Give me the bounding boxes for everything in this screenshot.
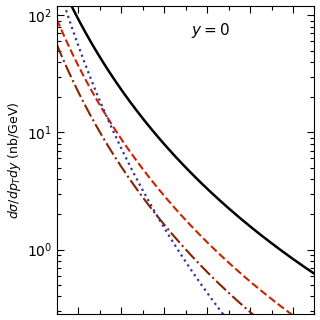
Y-axis label: $d\sigma/dp_T dy$ (nb/GeV): $d\sigma/dp_T dy$ (nb/GeV) [5, 101, 22, 219]
Text: $y = 0$: $y = 0$ [191, 21, 229, 40]
